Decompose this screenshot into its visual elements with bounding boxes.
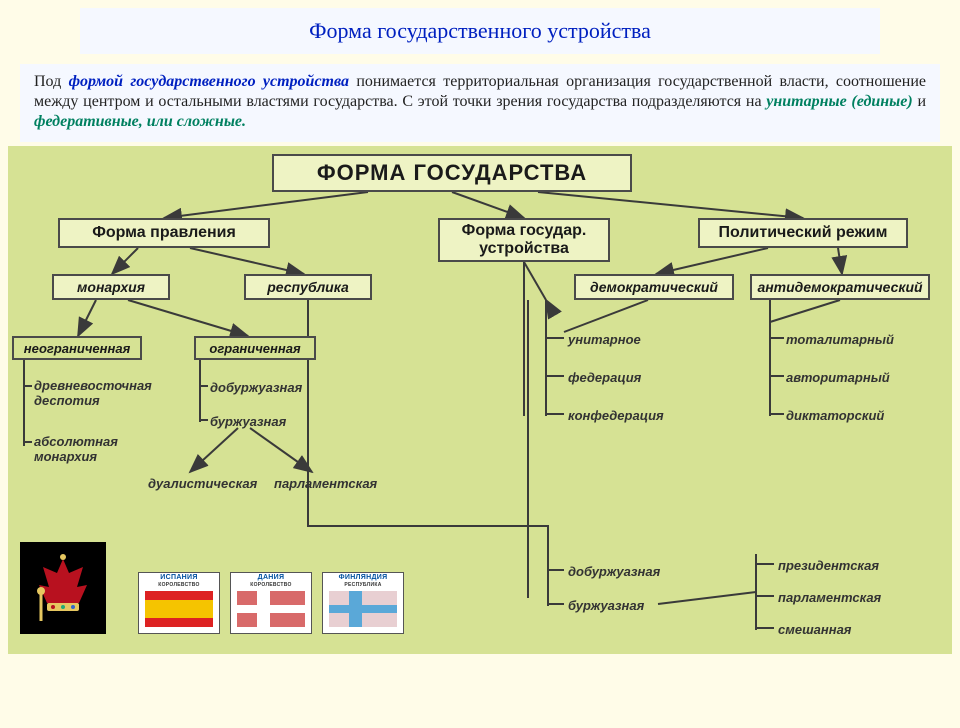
leaf-rep-sub-3: смешанная xyxy=(778,622,851,637)
leaf-rep-1: добуржуазная xyxy=(568,564,660,579)
leaf-antidem-1: тоталитарный xyxy=(786,332,894,347)
leaf-rep-2: буржуазная xyxy=(568,598,644,613)
crown-image xyxy=(20,542,106,634)
leaf-struct-3: конфедерация xyxy=(568,408,664,423)
node-monarchy: монархия xyxy=(52,274,170,300)
node-root: ФОРМА ГОСУДАРСТВА xyxy=(272,154,632,192)
node-unlimited: неограниченная xyxy=(12,336,142,360)
def-em1: формой государственного устройства xyxy=(69,73,349,90)
def-mid2: и xyxy=(913,93,926,110)
node-antidem: антидемократический xyxy=(750,274,930,300)
def-em2: унитарные (единые) xyxy=(766,93,912,110)
node-limited: ограниченная xyxy=(194,336,316,360)
flag-spain: ИСПАНИЯКОРОЛЕВСТВО xyxy=(138,572,220,634)
leaf-antidem-3: диктаторский xyxy=(786,408,884,423)
def-em3: федеративные, или сложные. xyxy=(34,113,246,130)
leaf-bourgeois-1: дуалистическая xyxy=(148,476,257,491)
leaf-rep-sub-1: президентская xyxy=(778,558,879,573)
node-democratic: демократический xyxy=(574,274,734,300)
node-form-struct: Форма государ. устройства xyxy=(438,218,610,262)
definition-text: Под формой государственного устройства п… xyxy=(20,64,940,142)
node-form-rule: Форма правления xyxy=(58,218,270,248)
flag-row: ИСПАНИЯКОРОЛЕВСТВО ДАНИЯКОРОЛЕВСТВО ФИНЛ… xyxy=(138,572,404,634)
leaf-antidem-2: авторитарный xyxy=(786,370,890,385)
leaf-limited-2: буржуазная xyxy=(210,414,286,429)
leaf-rep-sub-2: парламентская xyxy=(778,590,881,605)
flag-denmark: ДАНИЯКОРОЛЕВСТВО xyxy=(230,572,312,634)
flag-finland: ФИНЛЯНДИЯРЕСПУБЛИКА xyxy=(322,572,404,634)
node-republic: республика xyxy=(244,274,372,300)
leaf-unlimited-1: древневосточная деспотия xyxy=(34,378,164,408)
diagram-canvas: ФОРМА ГОСУДАРСТВА Форма правления Форма … xyxy=(8,146,952,654)
leaf-limited-1: добуржуазная xyxy=(210,380,302,395)
leaf-unlimited-2: абсолютная монархия xyxy=(34,434,154,464)
leaf-struct-2: федерация xyxy=(568,370,641,385)
leaf-bourgeois-2: парламентская xyxy=(274,476,377,491)
leaf-struct-1: унитарное xyxy=(568,332,641,347)
page-title: Форма государственного устройства xyxy=(80,8,880,54)
node-regime: Политический режим xyxy=(698,218,908,248)
def-pre: Под xyxy=(34,73,69,90)
